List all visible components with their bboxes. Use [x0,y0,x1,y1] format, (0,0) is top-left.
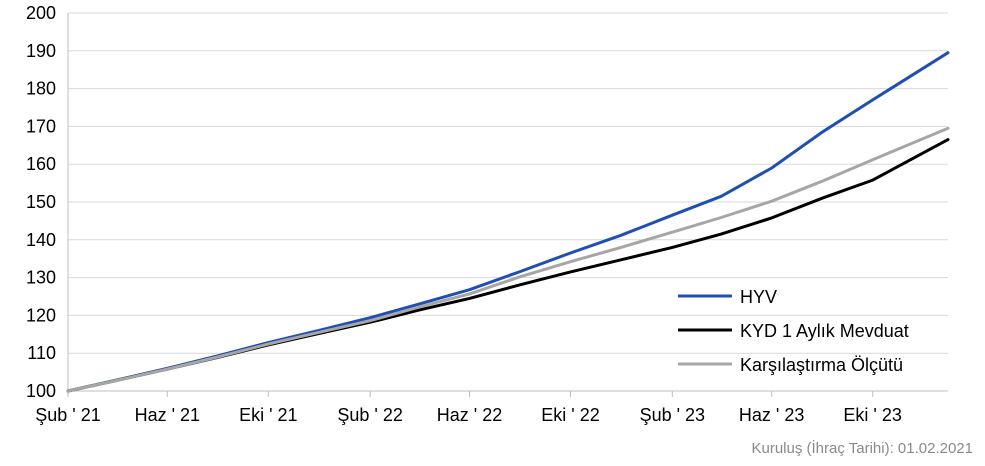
x-axis-ticks: Şub ' 21 Haz ' 21 Eki ' 21 Şub ' 22 Haz ' 22… [35,391,902,425]
legend-label-3: Karşılaştırma Ölçütü [740,355,903,375]
x-tick-label: Eki ' 22 [541,405,599,425]
y-tick-label: 120 [26,305,56,325]
gridlines [68,12,948,392]
inception-date-note: Kuruluş (İhraç Tarihi): 01.02.2021 [751,440,973,457]
y-tick-label: 160 [26,154,56,174]
y-axis-ticks: 100 110 120 130 140 150 160 170 180 190 200 [26,3,56,401]
y-tick-label: 150 [26,192,56,212]
x-tick-label: Eki ' 21 [239,405,297,425]
y-tick-label: 200 [26,3,56,23]
y-tick-label: 190 [26,41,56,61]
x-tick-label: Haz ' 22 [437,405,502,425]
x-tick-label: Şub ' 21 [35,405,101,425]
series-lines [66,51,950,393]
y-tick-label: 140 [26,230,56,250]
legend-label-1: HYV [740,287,777,307]
y-tick-label: 130 [26,268,56,288]
y-tick-label: 110 [27,343,56,363]
x-tick-label: Haz ' 23 [739,405,804,425]
axes [67,13,948,392]
legend-label-2: KYD 1 Aylık Mevduat [740,321,909,341]
x-tick-label: Eki ' 23 [843,405,901,425]
y-tick-label: 100 [26,381,56,401]
y-tick-label: 170 [26,116,56,136]
x-tick-label: Şub ' 23 [640,405,706,425]
x-tick-label: Haz ' 21 [135,405,200,425]
legend: HYV KYD 1 Aylık Mevduat Karşılaştırma Ölçü… [678,287,909,375]
series-line-3 [66,126,950,393]
y-tick-label: 180 [26,79,56,99]
x-tick-label: Şub ' 22 [337,405,403,425]
